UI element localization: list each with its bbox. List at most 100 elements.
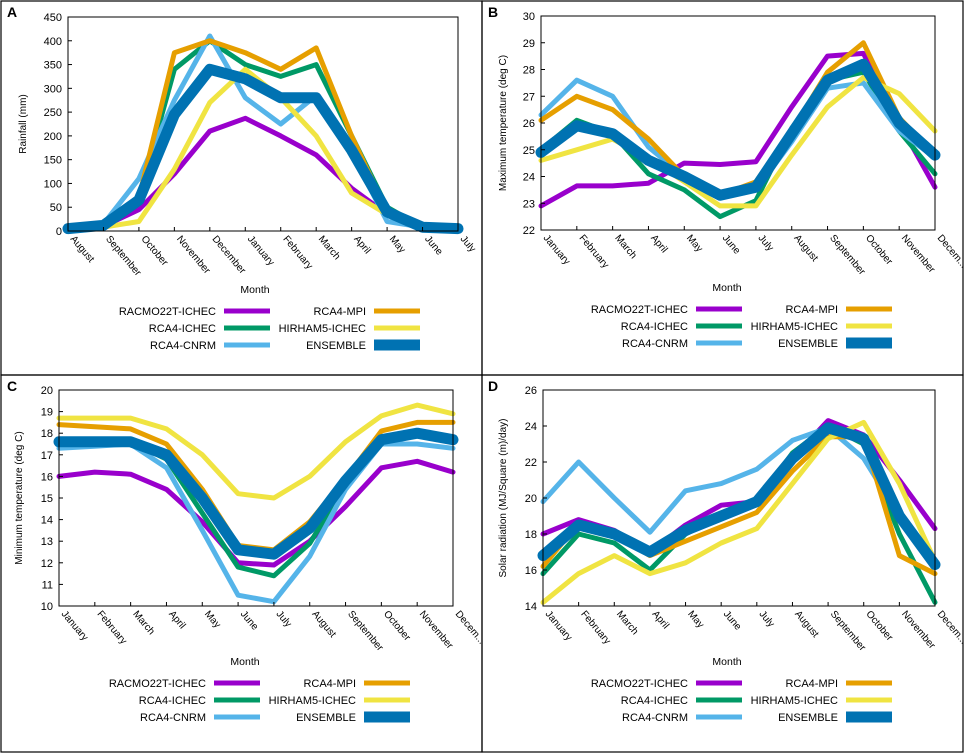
y-axis-label: Rainfall (mm): [18, 94, 29, 153]
legend-label: ENSEMBLE: [306, 340, 366, 352]
series-line-rca4-cnrm: [540, 425, 938, 568]
x-tick-label: January: [543, 609, 574, 643]
legend-label: RACMO22T-ICHEC: [591, 304, 688, 316]
x-tick-label: July: [458, 234, 478, 255]
x-tick-label: August: [791, 233, 820, 264]
y-tick-label: 10: [41, 601, 53, 613]
legend-label: HIRHAM5-ICHEC: [751, 695, 838, 707]
y-tick-label: 22: [523, 225, 535, 237]
x-tick-label: September: [345, 609, 385, 654]
y-tick-label: 27: [523, 91, 535, 103]
panel-d: D 14 16 18 20 22 24 26 January February March April…: [481, 374, 964, 753]
y-tick-label: 18: [41, 428, 53, 440]
x-tick-label: February: [577, 233, 611, 271]
panel-letter: C: [7, 378, 17, 394]
y-tick-label: 16: [41, 471, 53, 483]
legend: RACMO22T-ICHEC RCA4-MPI RCA4-ICHEC HIRHAM5-…: [109, 678, 410, 724]
x-axis-label: Month: [712, 656, 741, 668]
panel-letter: A: [7, 4, 17, 20]
y-tick-label: 13: [41, 536, 53, 548]
y-tick-label: 0: [56, 226, 62, 238]
legend-label: HIRHAM5-ICHEC: [279, 323, 366, 335]
y-tick-label: 26: [523, 118, 535, 130]
y-tick-label: 17: [41, 450, 53, 462]
legend-label: RCA4-ICHEC: [139, 695, 206, 707]
y-tick-label: 29: [523, 38, 535, 50]
y-tick-label: 350: [44, 60, 62, 72]
y-tick-label: 100: [44, 178, 62, 190]
x-tick-label: Decem...: [935, 233, 964, 271]
x-tick-label: April: [166, 609, 187, 631]
legend-label: RCA4-MPI: [785, 678, 838, 690]
y-tick-label: 25: [523, 145, 535, 157]
y-tick-label: 19: [41, 407, 53, 419]
legend-label: HIRHAM5-ICHEC: [751, 321, 838, 333]
y-tick-label: 300: [44, 83, 62, 95]
y-tick-label: 20: [41, 385, 53, 397]
legend-label: RCA4-CNRM: [622, 712, 688, 724]
x-tick-label: March: [316, 234, 342, 262]
y-tick-label: 23: [523, 198, 535, 210]
legend-label: RCA4-ICHEC: [149, 323, 216, 335]
y-tick-label: 26: [525, 385, 537, 397]
x-tick-label: February: [95, 609, 129, 647]
y-tick-label: 12: [41, 558, 53, 570]
legend-label: RCA4-CNRM: [150, 340, 216, 352]
y-tick-label: 50: [50, 202, 62, 214]
series-line-rca4-mpi: [538, 40, 938, 198]
x-tick-label: August: [309, 609, 338, 640]
x-tick-label: May: [684, 233, 705, 255]
y-tick-label: 14: [41, 515, 53, 527]
x-tick-label: October: [381, 609, 413, 644]
legend-label: ENSEMBLE: [778, 338, 838, 350]
x-axis-label: Month: [712, 282, 741, 294]
x-tick-label: August: [792, 609, 821, 640]
x-tick-label: September: [828, 609, 868, 654]
panel-letter: B: [488, 4, 498, 20]
y-tick-label: 24: [525, 421, 537, 433]
panel-frame: [0, 0, 483, 376]
x-tick-label: March: [612, 233, 638, 261]
series-line-racmo22t-ichec: [56, 458, 456, 568]
plot-area: [542, 389, 936, 607]
legend-label: RCA4-MPI: [303, 678, 356, 690]
legend: RACMO22T-ICHEC RCA4-MPI RCA4-ICHEC HIRHAM5-…: [119, 306, 420, 352]
x-tick-label: September: [103, 234, 143, 279]
series-line-rca4-cnrm: [65, 33, 461, 232]
x-tick-label: May: [202, 609, 223, 631]
x-axis-label: Month: [240, 284, 269, 296]
panel-frame: [481, 374, 964, 753]
legend: RACMO22T-ICHEC RCA4-MPI RCA4-ICHEC HIRHAM5-…: [591, 304, 892, 350]
legend-label: RCA4-ICHEC: [621, 321, 688, 333]
plot-area: [540, 15, 936, 231]
legend-label: ENSEMBLE: [296, 712, 356, 724]
x-tick-label: July: [274, 609, 294, 630]
legend-label: RCA4-CNRM: [622, 338, 688, 350]
x-tick-label: February: [578, 609, 612, 647]
y-tick-label: 200: [44, 131, 62, 143]
plot-area: [67, 16, 459, 232]
y-tick-label: 20: [525, 493, 537, 505]
x-tick-label: April: [650, 609, 671, 631]
x-tick-label: June: [422, 234, 445, 258]
legend-label: ENSEMBLE: [778, 712, 838, 724]
x-axis-label: Month: [230, 656, 259, 668]
x-tick-label: June: [721, 609, 744, 633]
legend-label: RCA4-ICHEC: [621, 695, 688, 707]
series-line-ensemble: [62, 63, 464, 235]
panel-b: B 22 23 24 25 26 27 28 29 30 January February March A…: [481, 0, 964, 376]
legend-label: RACMO22T-ICHEC: [109, 678, 206, 690]
series-line-rca4-ichec: [65, 38, 461, 232]
y-tick-label: 450: [44, 12, 62, 24]
y-tick-label: 11: [42, 579, 53, 591]
x-tick-label: March: [130, 609, 156, 637]
y-tick-label: 28: [523, 65, 535, 77]
x-tick-label: October: [863, 609, 895, 644]
x-tick-label: Decem...: [935, 609, 964, 647]
y-axis-label: Maximum temperature (deg C): [498, 55, 509, 191]
x-tick-label: April: [648, 233, 669, 255]
x-tick-label: January: [59, 609, 90, 643]
y-tick-label: 24: [523, 172, 535, 184]
